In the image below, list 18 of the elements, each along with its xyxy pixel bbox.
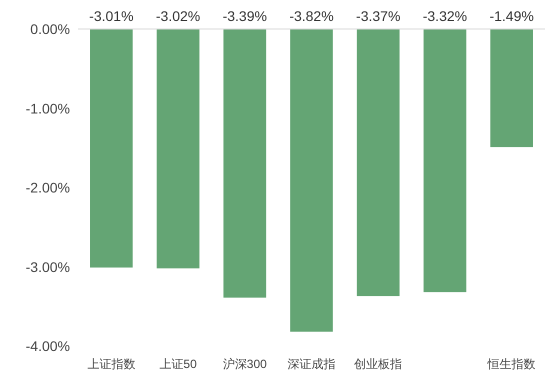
data-label: -3.01% xyxy=(89,8,134,24)
y-tick-label: -4.00% xyxy=(26,338,70,354)
x-tick-label: 上证50 xyxy=(159,357,198,371)
x-tick-label: 恒生指数 xyxy=(486,357,536,371)
y-tick-label: 0.00% xyxy=(30,21,70,37)
y-tick-label: -3.00% xyxy=(26,258,70,275)
data-label: -3.82% xyxy=(289,8,334,24)
y-tick-label: -2.00% xyxy=(26,180,70,196)
x-tick-label: 沪深300 xyxy=(222,357,268,371)
x-tick-label: 创业板指 xyxy=(354,357,402,371)
x-tick-label: 上证指数 xyxy=(87,357,136,371)
data-label: -3.39% xyxy=(222,8,267,24)
x-tick-label: 深证成指 xyxy=(288,357,336,371)
data-label: -1.49% xyxy=(489,8,534,24)
data-label: -3.02% xyxy=(156,8,200,24)
y-tick-label: -1.00% xyxy=(26,100,70,116)
data-label: -3.32% xyxy=(422,8,468,24)
data-label: -3.37% xyxy=(356,8,400,24)
